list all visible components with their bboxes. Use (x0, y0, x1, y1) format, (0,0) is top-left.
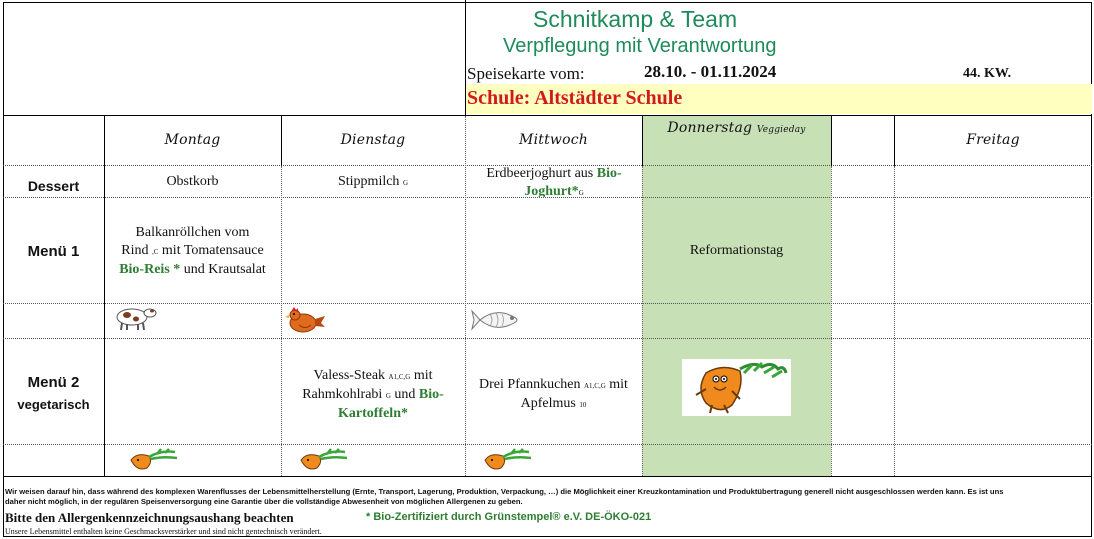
chicken-icon (283, 306, 327, 336)
school-banner: Schule: Altstädter Schule (465, 84, 1092, 114)
allergen-code: ,C (152, 248, 159, 256)
allergen-code: G (385, 392, 391, 400)
allergen-code: 10 (579, 401, 587, 409)
menu1-monday-line3: und Krautsalat (183, 262, 266, 277)
menu2-tuesday-line2: Rahmkohlrabi (302, 387, 383, 402)
bio-marker: Bio-Reis * (119, 262, 181, 277)
grid-line (465, 0, 466, 116)
grid-line (281, 115, 282, 166)
grid-line (3, 115, 1092, 116)
day-header-monday: Montag (164, 132, 221, 148)
allergen-code: A1,C,G (584, 382, 606, 390)
fish-icon (470, 305, 526, 335)
dessert-monday: Obstkorb (166, 174, 219, 189)
grid-line (3, 444, 1092, 445)
menu1-thursday: Reformationstag (689, 243, 784, 258)
veggieday-note: Veggieday (756, 125, 806, 135)
row-label-dessert: Dessert (27, 178, 80, 194)
veggieday-column (642, 116, 831, 476)
grid-line (3, 197, 1092, 198)
carrot-icon (127, 448, 179, 472)
menu1-monday-line1: Balkanröllchen vom (135, 225, 250, 240)
menu1-monday: Balkanröllchen vom Rind ,C mit Tomatensa… (104, 224, 281, 279)
grid-line (894, 166, 895, 476)
row-label-menu1: Menü 1 (27, 243, 80, 260)
day-header-wednesday: Mittwoch (519, 132, 588, 148)
allergen-notice: Bitte den Allergenkennzeichnungsaushang … (5, 510, 294, 525)
grid-line (3, 303, 1092, 304)
bio-marker: Bio- (418, 387, 444, 402)
row-label-menu2-sub: vegetarisch (17, 397, 90, 412)
menu2-wednesday-line1b: mit (609, 377, 628, 392)
menu2-wednesday-line1: Drei Pfannkuchen (479, 377, 581, 392)
dessert-wednesday-text: Erdbeerjoghurt aus (486, 166, 594, 181)
grid-line (3, 476, 1092, 477)
dessert-tuesday: Stippmilch G (281, 173, 465, 192)
grid-line (3, 338, 1092, 339)
grid-line (642, 115, 643, 166)
company-name: Schnitkamp & Team (533, 6, 738, 32)
carrot-mascot-icon (682, 359, 791, 416)
date-range: 28.10. - 01.11.2024 (644, 62, 777, 81)
menu2-wednesday-line2: Apfelmus (520, 396, 576, 411)
menu2-tuesday-line2b: und (394, 387, 416, 402)
carrot-icon (297, 448, 349, 472)
day-label-thursday: Donnerstag (667, 120, 753, 136)
menu-sheet (3, 2, 1092, 537)
grid-line (3, 165, 1092, 166)
company-tagline: Verpflegung mit Verantwortung (503, 35, 777, 57)
day-header-thursday: Donnerstag Veggieday (642, 120, 831, 136)
grid-line (642, 166, 643, 476)
grid-line (281, 166, 282, 476)
menu2-tuesday-line1b: mit (413, 368, 433, 383)
cow-icon (110, 302, 158, 332)
menu1-monday-line2: Rind (121, 243, 149, 258)
bio-marker: Kartoffeln* (338, 406, 408, 421)
menu2-tuesday-line1: Valess-Steak (313, 368, 386, 383)
dessert-tuesday-text: Stippmilch (337, 174, 400, 189)
bio-marker: Bio- (596, 166, 622, 181)
bio-marker: Joghurt* (524, 184, 579, 197)
day-header-friday: Freitag (966, 132, 1020, 148)
allergen-code: G (402, 179, 408, 187)
menu1-monday-line2b: mit Tomatensauce (161, 243, 264, 258)
calendar-week: 44. KW. (963, 66, 1012, 81)
dessert-wednesday: Erdbeerjoghurt aus Bio- Joghurt*G (466, 165, 642, 197)
menu-label: Speisekarte vom: (467, 64, 585, 83)
menu2-tuesday: Valess-Steak A1,C,G mit Rahmkohlrabi G u… (281, 367, 465, 423)
carrot-icon (481, 448, 533, 472)
grid-line (831, 166, 832, 476)
allergen-disclaimer: Wir weisen darauf hin, dass während des … (5, 487, 1004, 506)
grid-line (894, 115, 895, 166)
grid-line (831, 115, 832, 166)
bio-certification: * Bio-Zertifiziert durch Grünstempel® e.… (366, 511, 652, 523)
row-label-menu2: Menü 2 (27, 374, 80, 391)
allergen-code: G (578, 189, 584, 197)
school-name: Schule: Altstädter Schule (467, 87, 683, 109)
menu2-wednesday: Drei Pfannkuchen A1,C,G mit Apfelmus 10 (465, 376, 642, 414)
allergen-code: A1,C,G (388, 373, 411, 381)
grid-line (104, 115, 105, 476)
quality-note: Unsere Lebensmittel enthalten keine Gesc… (5, 527, 322, 536)
grid-line (465, 116, 466, 476)
day-header-tuesday: Dienstag (340, 132, 406, 148)
